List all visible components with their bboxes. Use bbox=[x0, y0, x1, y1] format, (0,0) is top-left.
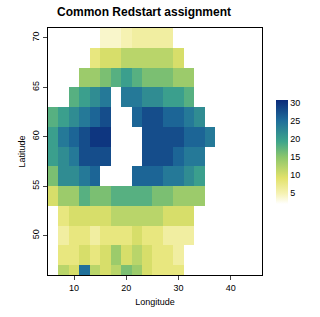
svg-text:5: 5 bbox=[290, 188, 295, 198]
svg-text:Latitude: Latitude bbox=[17, 135, 27, 167]
svg-text:Longitude: Longitude bbox=[135, 297, 175, 307]
svg-text:20: 20 bbox=[121, 283, 131, 293]
svg-text:30: 30 bbox=[290, 98, 300, 108]
svg-text:30: 30 bbox=[173, 283, 183, 293]
svg-text:20: 20 bbox=[290, 134, 300, 144]
svg-text:55: 55 bbox=[31, 180, 41, 190]
svg-text:65: 65 bbox=[31, 81, 41, 91]
svg-text:10: 10 bbox=[290, 170, 300, 180]
svg-text:70: 70 bbox=[31, 32, 41, 42]
svg-text:60: 60 bbox=[31, 130, 41, 140]
svg-text:50: 50 bbox=[31, 229, 41, 239]
svg-text:25: 25 bbox=[290, 116, 300, 126]
svg-text:15: 15 bbox=[290, 152, 300, 162]
svg-text:Common Redstart assignment: Common Redstart assignment bbox=[57, 5, 231, 19]
svg-text:10: 10 bbox=[69, 283, 79, 293]
svg-text:40: 40 bbox=[226, 283, 236, 293]
